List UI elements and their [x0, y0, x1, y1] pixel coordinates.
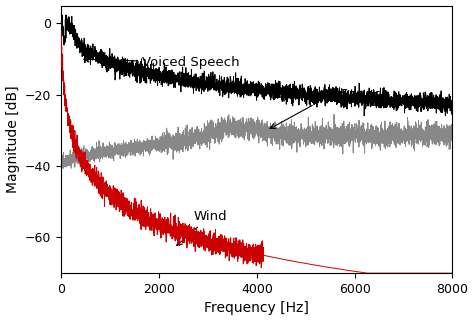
X-axis label: Frequency [Hz]: Frequency [Hz] — [204, 301, 309, 316]
Y-axis label: Magnitude [dB]: Magnitude [dB] — [6, 86, 19, 193]
Text: Unvoiced Speech: Unvoiced Speech — [270, 88, 390, 128]
Text: Voiced Speech: Voiced Speech — [84, 56, 239, 69]
Text: Wind: Wind — [177, 210, 227, 246]
